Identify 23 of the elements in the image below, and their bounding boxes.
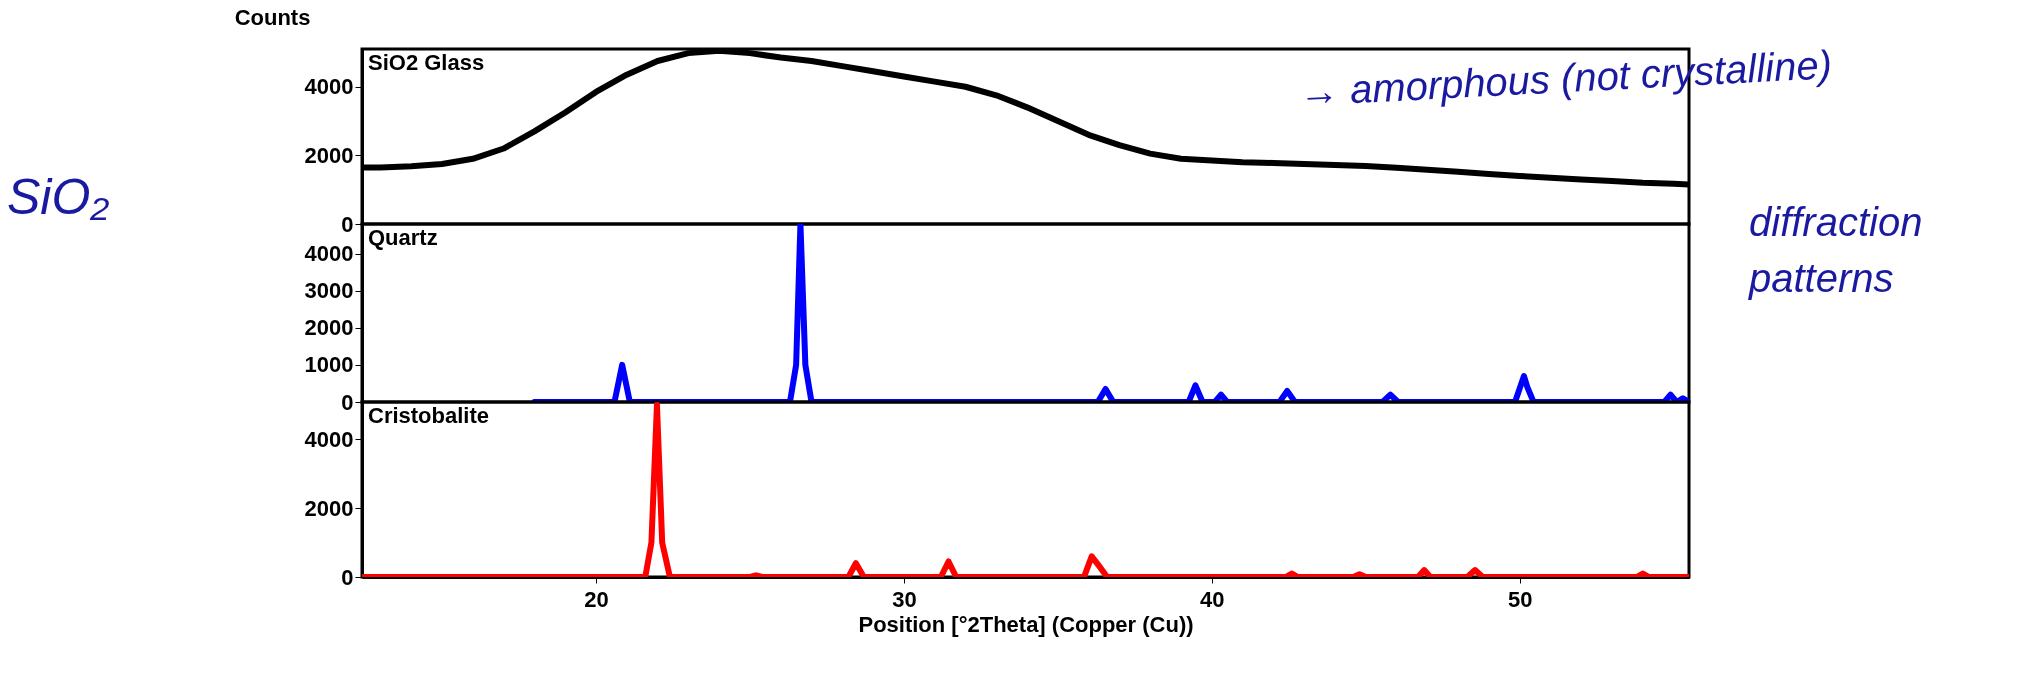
annotation: → amorphous (not crystalline) xyxy=(1297,42,1833,114)
text: diffraction patterns xyxy=(1748,200,1923,300)
x-tick-label: 20 xyxy=(584,586,609,612)
x-tick-label: 50 xyxy=(1507,586,1533,612)
x-tick-label: 40 xyxy=(1200,586,1225,612)
y-tick-label: 4000 xyxy=(304,74,354,100)
y-tick-label: 0 xyxy=(341,211,354,237)
chart-title: Quartz xyxy=(368,225,438,250)
y-tick-label: 0 xyxy=(341,389,354,415)
chart-title: Cristobalite xyxy=(368,403,490,428)
y-tick-label: 2000 xyxy=(304,142,354,168)
text: SiO₂ xyxy=(7,169,110,225)
y-tick-label: 0 xyxy=(341,564,354,590)
chart-title: SiO2 Glass xyxy=(368,50,485,75)
y-tick-label: 4000 xyxy=(304,241,354,267)
y-tick-label: 2000 xyxy=(304,495,354,521)
y-tick-label: 3000 xyxy=(304,278,354,304)
x-axis-title: Position [°2Theta] (Copper (Cu)) xyxy=(858,611,1194,637)
y-tick-label: 1000 xyxy=(304,352,354,378)
y-tick-label: 4000 xyxy=(304,426,354,452)
x-tick-label: 30 xyxy=(892,586,917,612)
y-tick-label: 2000 xyxy=(304,315,354,341)
y-axis-title: Counts xyxy=(234,4,311,30)
